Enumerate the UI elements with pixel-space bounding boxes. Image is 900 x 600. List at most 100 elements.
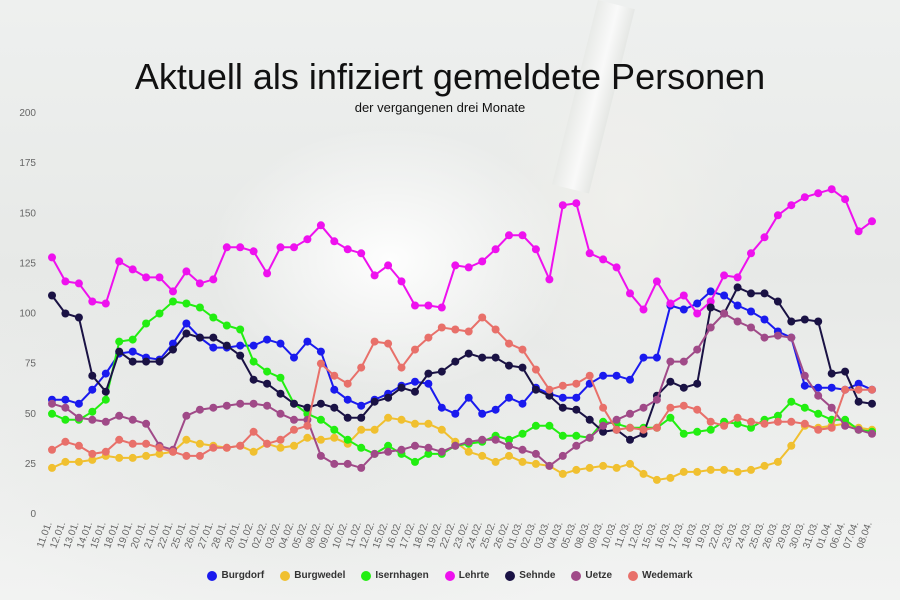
- data-point-burgwedel: [115, 453, 124, 462]
- data-point-sehnde: [599, 427, 608, 436]
- data-point-burgdorf: [276, 339, 285, 348]
- data-point-burgwedel: [303, 433, 312, 442]
- legend-item-wedemark[interactable]: Wedemark: [628, 570, 693, 581]
- legend-marker: [505, 570, 516, 581]
- legend-item-sehnde[interactable]: Sehnde: [505, 570, 555, 581]
- data-point-lehrte: [411, 301, 419, 310]
- data-point-wedemark: [639, 425, 648, 434]
- data-point-sehnde: [693, 379, 702, 388]
- data-point-lehrte: [101, 299, 110, 308]
- data-point-lehrte: [88, 297, 97, 306]
- data-point-wedemark: [88, 449, 97, 458]
- data-point-isernhagen: [706, 425, 715, 434]
- data-point-burgwedel: [773, 457, 782, 466]
- data-point-burgwedel: [142, 451, 151, 460]
- data-point-isernhagen: [195, 303, 204, 312]
- data-point-burgwedel: [531, 459, 540, 468]
- data-point-lehrte: [747, 249, 755, 258]
- chart-title: Aktuell als infiziert gemeldete Personen: [134, 56, 766, 97]
- data-point-lehrte: [290, 243, 298, 252]
- data-point-sehnde: [854, 397, 863, 406]
- data-point-wedemark: [249, 427, 258, 436]
- data-point-uetze: [545, 461, 554, 470]
- series-group: [48, 185, 876, 484]
- data-point-sehnde: [800, 315, 809, 324]
- data-point-wedemark: [854, 385, 863, 394]
- data-point-isernhagen: [357, 443, 366, 452]
- data-point-burgwedel: [88, 455, 97, 464]
- data-point-uetze: [411, 441, 419, 450]
- legend-item-burgwedel[interactable]: Burgwedel: [280, 570, 345, 581]
- data-point-uetze: [384, 447, 393, 456]
- data-point-sehnde: [236, 351, 245, 360]
- data-point-burgwedel: [249, 447, 258, 456]
- data-point-uetze: [195, 405, 204, 414]
- data-point-wedemark: [545, 385, 554, 394]
- data-point-uetze: [518, 445, 527, 454]
- data-point-lehrte: [74, 279, 83, 288]
- data-point-wedemark: [343, 379, 352, 388]
- data-point-isernhagen: [182, 299, 191, 308]
- data-point-burgwedel: [652, 475, 661, 484]
- data-point-burgwedel: [316, 435, 325, 444]
- data-point-sehnde: [572, 405, 581, 414]
- data-point-wedemark: [733, 413, 742, 422]
- data-point-sehnde: [249, 375, 258, 384]
- y-tick-label: 0: [30, 509, 36, 520]
- data-point-lehrte: [787, 201, 796, 210]
- data-point-sehnde: [814, 317, 823, 326]
- data-point-lehrte: [841, 195, 850, 204]
- data-point-lehrte: [558, 201, 567, 210]
- data-point-wedemark: [652, 423, 661, 432]
- data-point-lehrte: [276, 243, 285, 252]
- data-point-sehnde: [182, 329, 191, 338]
- data-point-sehnde: [518, 363, 527, 372]
- data-point-uetze: [290, 415, 298, 424]
- data-point-uetze: [679, 357, 688, 366]
- legend-label: Isernhagen: [375, 570, 429, 581]
- data-point-wedemark: [800, 419, 809, 428]
- data-point-sehnde: [451, 357, 460, 366]
- data-point-uetze: [343, 459, 352, 468]
- data-point-lehrte: [263, 269, 272, 278]
- data-point-isernhagen: [424, 449, 433, 458]
- data-point-wedemark: [626, 423, 634, 432]
- data-point-sehnde: [330, 403, 339, 412]
- data-point-wedemark: [814, 425, 823, 434]
- data-point-burgwedel: [478, 451, 487, 460]
- data-point-uetze: [115, 411, 124, 420]
- data-point-wedemark: [142, 439, 151, 448]
- data-point-burgdorf: [451, 409, 460, 418]
- data-point-burgdorf: [626, 375, 634, 384]
- y-tick-label: 125: [19, 258, 36, 269]
- legend-item-isernhagen[interactable]: Isernhagen: [361, 570, 429, 581]
- data-point-burgwedel: [720, 465, 729, 474]
- data-point-sehnde: [491, 353, 500, 362]
- data-point-wedemark: [330, 371, 339, 380]
- data-point-burgdorf: [572, 393, 581, 402]
- legend-item-lehrte[interactable]: Lehrte: [444, 570, 489, 581]
- data-point-sehnde: [48, 291, 56, 300]
- data-point-sehnde: [397, 383, 406, 392]
- data-point-uetze: [249, 399, 258, 408]
- data-point-lehrte: [61, 277, 70, 286]
- data-point-sehnde: [61, 309, 70, 318]
- data-point-burgdorf: [747, 307, 755, 316]
- series-sehnde: [48, 283, 876, 444]
- data-point-burgdorf: [101, 369, 110, 378]
- data-point-uetze: [531, 449, 540, 458]
- data-point-uetze: [370, 449, 379, 458]
- data-point-burgdorf: [411, 377, 419, 386]
- data-point-uetze: [316, 451, 325, 460]
- data-point-uetze: [760, 333, 769, 342]
- series-wedemark: [48, 313, 876, 460]
- legend-item-uetze[interactable]: Uetze: [571, 570, 612, 581]
- data-point-wedemark: [209, 443, 218, 452]
- data-point-wedemark: [316, 359, 325, 368]
- legend-item-burgdorf[interactable]: Burgdorf: [207, 570, 264, 581]
- y-tick-label: 75: [25, 359, 37, 370]
- data-point-lehrte: [827, 185, 836, 194]
- data-point-isernhagen: [222, 321, 231, 330]
- data-point-wedemark: [572, 379, 581, 388]
